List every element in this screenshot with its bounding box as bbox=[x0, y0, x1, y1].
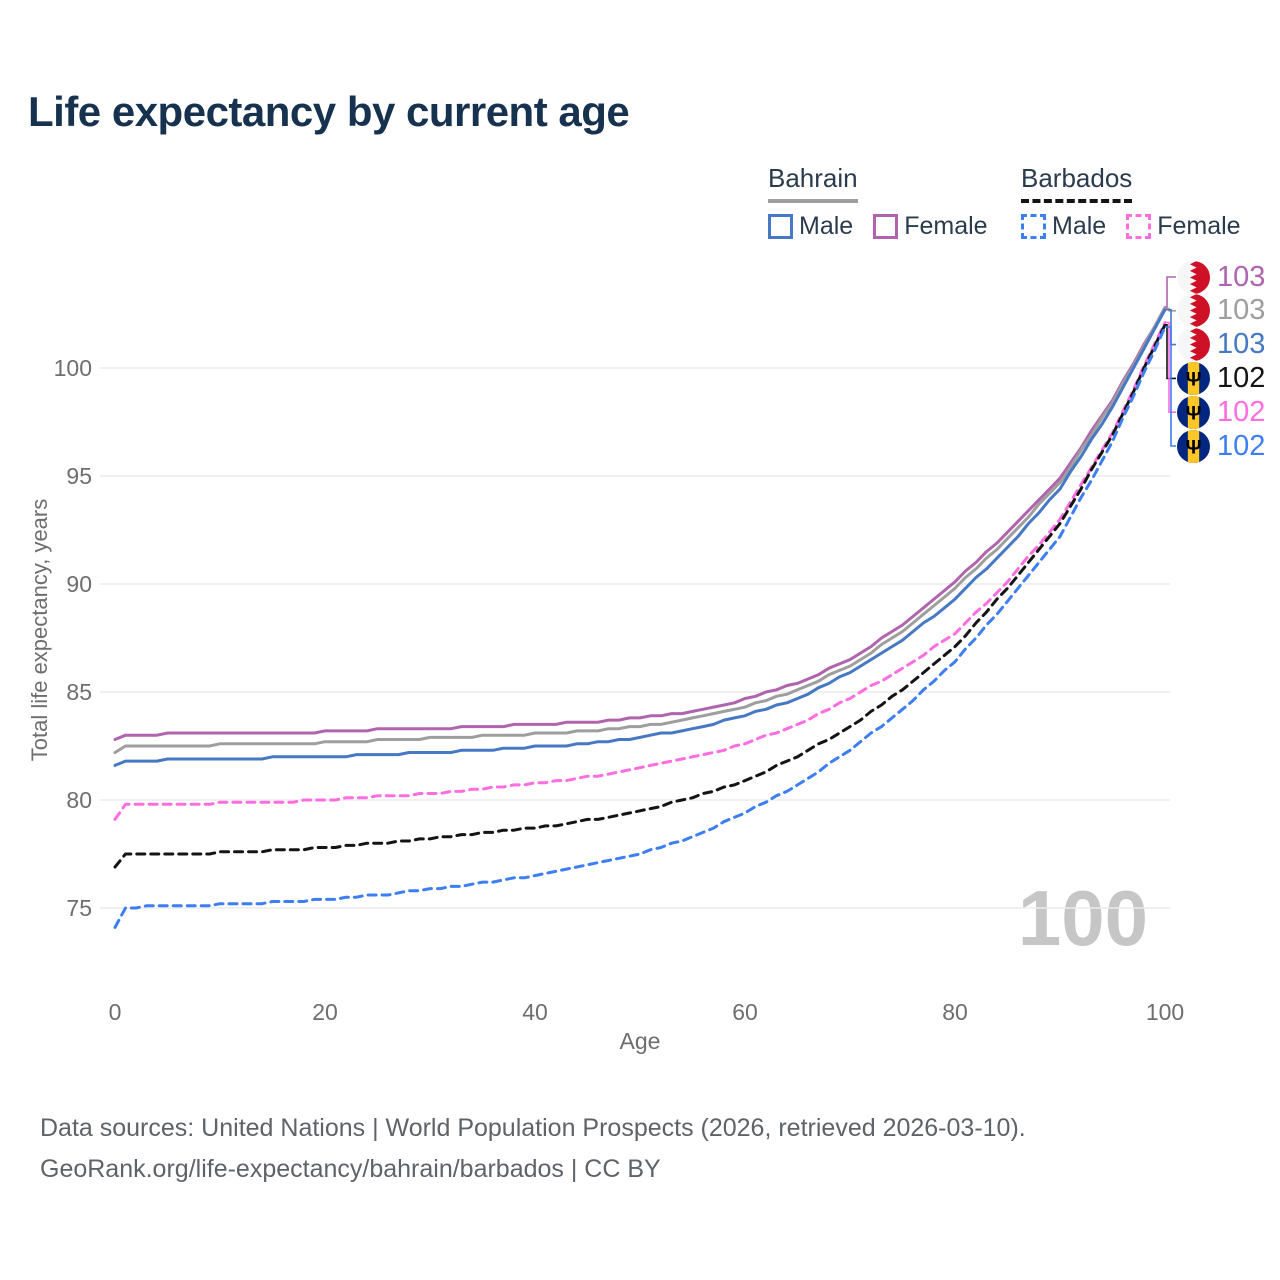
y-tick-75: 75 bbox=[66, 895, 92, 921]
barbados-flag-icon: Ψ bbox=[1177, 429, 1210, 463]
data-source-footer: Data sources: United Nations | World Pop… bbox=[40, 1108, 1026, 1190]
svg-text:Ψ: Ψ bbox=[1186, 369, 1202, 391]
bahrain-female-swatch-icon[interactable] bbox=[873, 214, 899, 239]
bahrain-male-swatch-icon[interactable] bbox=[768, 214, 793, 239]
end-label-value: 102 bbox=[1217, 361, 1266, 394]
y-tick-85: 85 bbox=[66, 679, 92, 705]
end-label-row-barbados_male: Ψ 102 bbox=[1177, 429, 1265, 463]
barbados-flag-icon: Ψ bbox=[1177, 395, 1210, 429]
barbados-female-swatch-icon[interactable] bbox=[1126, 214, 1152, 239]
legend-label-bahrain-male: Male bbox=[799, 212, 854, 240]
legend-label-bahrain-female: Female bbox=[904, 212, 988, 240]
bahrain-flag-icon bbox=[1177, 294, 1210, 328]
series-line-bahrain_female[interactable] bbox=[113, 306, 1167, 741]
svg-text:Ψ: Ψ bbox=[1186, 402, 1202, 424]
end-label-row-bahrain_male: 103 bbox=[1177, 328, 1265, 362]
legend-country-barbados[interactable]: Barbados bbox=[1021, 163, 1133, 203]
legend-group-bahrain: Bahrain Male Female bbox=[768, 163, 988, 241]
end-label-row-barbados_total: Ψ 102 bbox=[1177, 361, 1265, 395]
legend-items-bahrain: Male Female bbox=[768, 212, 988, 241]
y-axis-title: Total life expectancy, years bbox=[27, 499, 52, 762]
end-label-value: 103 bbox=[1217, 328, 1266, 361]
end-label-row-bahrain_female: 103 bbox=[1177, 260, 1265, 294]
age-watermark: 100 bbox=[1018, 874, 1148, 962]
end-label-value: 102 bbox=[1217, 395, 1266, 428]
x-tick-60: 60 bbox=[732, 999, 758, 1025]
legend-item-barbados-male[interactable]: Male bbox=[1021, 212, 1106, 241]
y-tick-90: 90 bbox=[66, 571, 92, 597]
barbados-male-swatch-icon[interactable] bbox=[1021, 214, 1046, 239]
series-line-bahrain_male[interactable] bbox=[113, 308, 1167, 767]
footer-line-2: GeoRank.org/life-expectancy/bahrain/barb… bbox=[40, 1155, 661, 1183]
end-label-connector-barbados_female bbox=[1165, 321, 1176, 413]
chart-title: Life expectancy by current age bbox=[28, 88, 630, 135]
series-line-bahrain_total[interactable] bbox=[113, 306, 1167, 754]
y-tick-100: 100 bbox=[54, 355, 92, 381]
y-tick-95: 95 bbox=[66, 463, 92, 489]
series-line-barbados_male[interactable] bbox=[113, 325, 1167, 929]
x-tick-40: 40 bbox=[522, 999, 548, 1025]
legend-label-barbados-male: Male bbox=[1052, 212, 1107, 240]
bahrain-flag-icon bbox=[1177, 260, 1210, 294]
legend-country-bahrain[interactable]: Bahrain bbox=[768, 163, 858, 203]
y-tick-80: 80 bbox=[66, 787, 92, 813]
end-label-connector-barbados_male bbox=[1165, 326, 1176, 447]
x-tick-20: 20 bbox=[312, 999, 338, 1025]
barbados-flag-icon: Ψ bbox=[1177, 361, 1210, 395]
legend-item-bahrain-male[interactable]: Male bbox=[768, 212, 853, 241]
series-line-barbados_female[interactable] bbox=[113, 321, 1167, 821]
legend-items-barbados: Male Female bbox=[1021, 212, 1241, 241]
bahrain-flag-icon bbox=[1177, 328, 1210, 362]
end-label-row-bahrain_total: 103 bbox=[1177, 294, 1265, 328]
x-axis-title: Age bbox=[620, 1028, 661, 1054]
legend-group-barbados: Barbados Male Female bbox=[1021, 163, 1241, 241]
footer-line-1: Data sources: United Nations | World Pop… bbox=[40, 1114, 1026, 1142]
x-tick-0: 0 bbox=[109, 999, 122, 1025]
end-label-connector-bahrain_female bbox=[1165, 276, 1176, 309]
svg-text:Ψ: Ψ bbox=[1186, 436, 1202, 458]
end-label-row-barbados_female: Ψ 102 bbox=[1177, 395, 1265, 429]
legend-item-bahrain-female[interactable]: Female bbox=[873, 212, 988, 241]
legend-label-barbados-female: Female bbox=[1157, 212, 1241, 240]
end-label-value: 103 bbox=[1217, 294, 1266, 327]
legend-item-barbados-female[interactable]: Female bbox=[1126, 212, 1241, 241]
end-label-value: 102 bbox=[1217, 429, 1266, 462]
x-tick-80: 80 bbox=[942, 999, 968, 1025]
x-tick-100: 100 bbox=[1146, 999, 1184, 1025]
series-line-barbados_total[interactable] bbox=[113, 323, 1167, 869]
end-label-value: 103 bbox=[1217, 260, 1266, 293]
